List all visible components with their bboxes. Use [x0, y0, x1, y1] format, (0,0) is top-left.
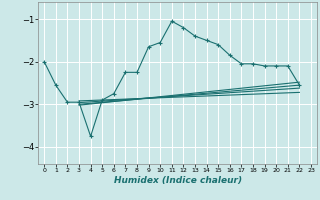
X-axis label: Humidex (Indice chaleur): Humidex (Indice chaleur) [114, 176, 242, 185]
